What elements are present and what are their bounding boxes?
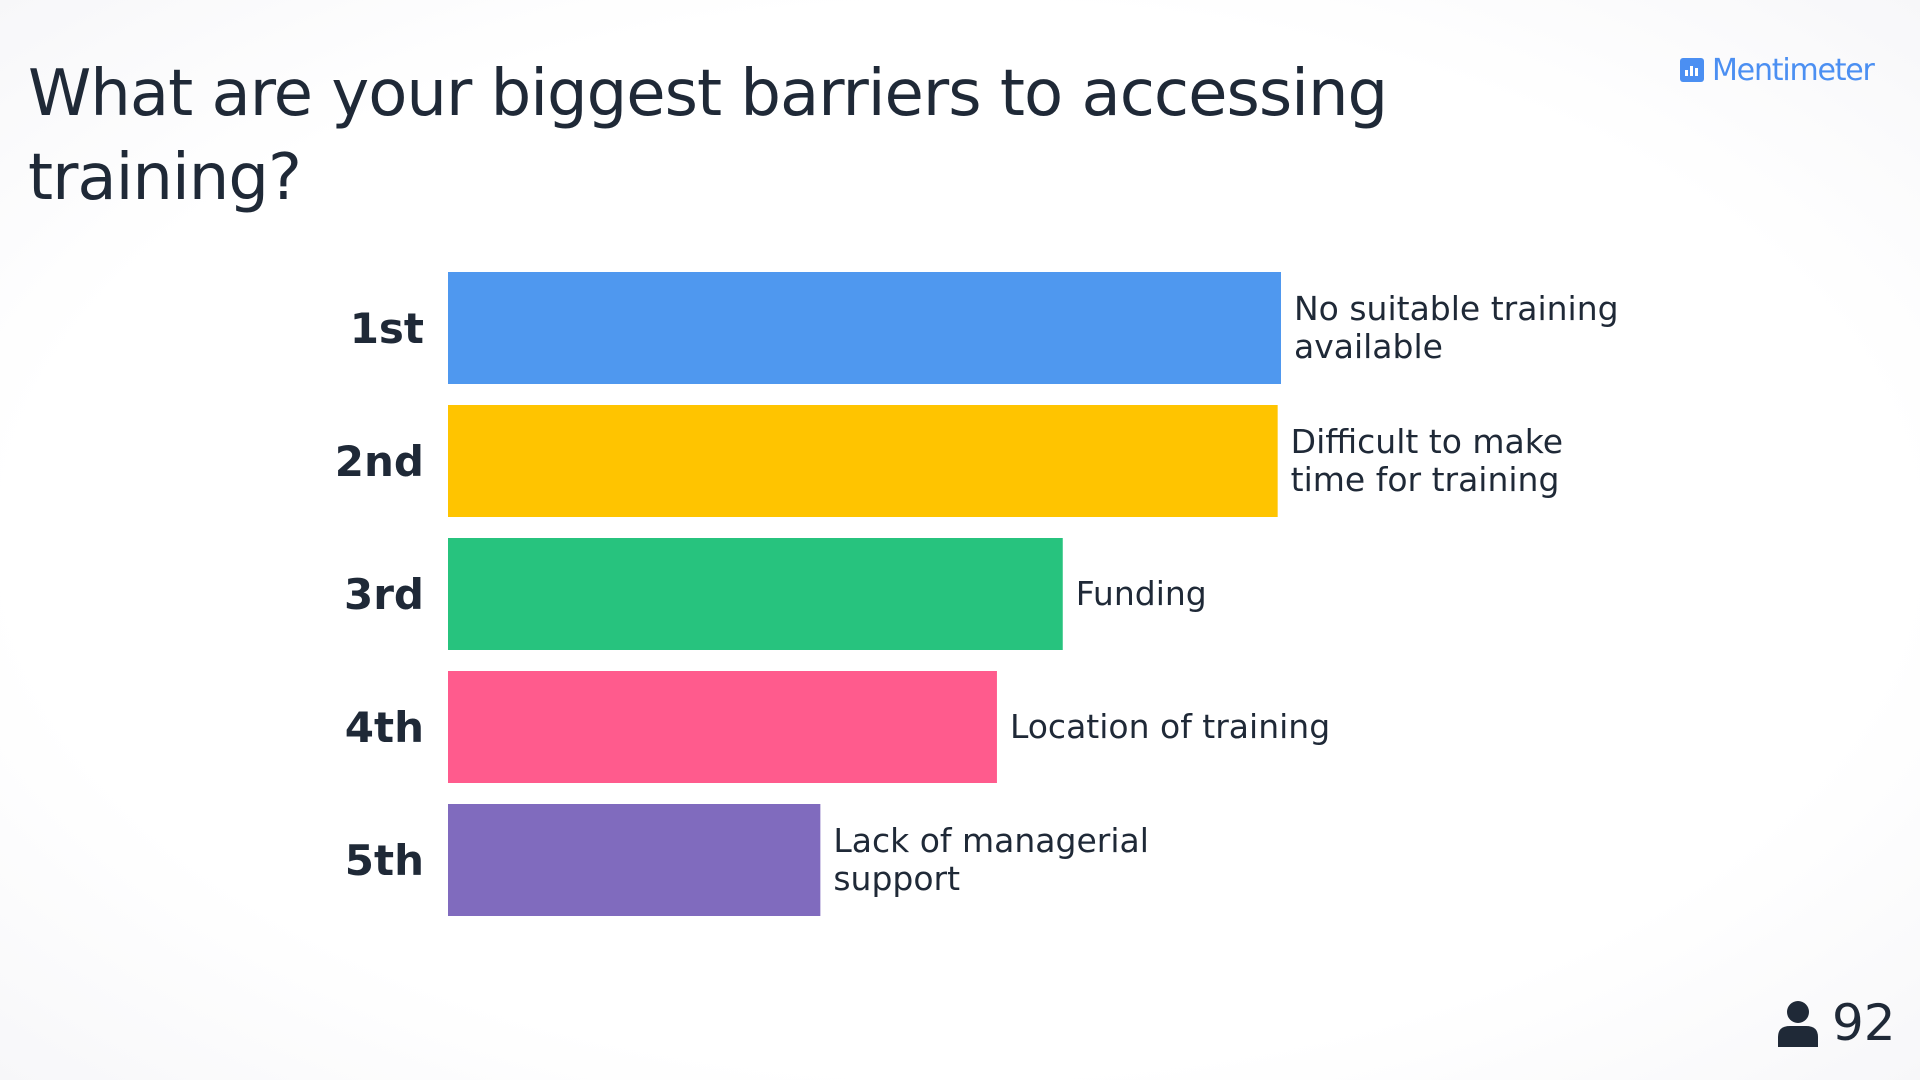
bar-label: Lack of managerial support bbox=[833, 821, 1149, 898]
person-icon bbox=[1778, 1001, 1818, 1047]
rank-label: 3rd bbox=[344, 570, 424, 619]
rank-label: 5th bbox=[345, 836, 424, 885]
bar-label: Funding bbox=[1076, 574, 1207, 613]
response-counter: 92 bbox=[1776, 990, 1896, 1056]
rank-label: 4th bbox=[345, 703, 424, 752]
bar-chart-icon bbox=[1680, 58, 1704, 82]
bar-label: No suitable training available bbox=[1294, 289, 1619, 366]
bar-label: Difficult to make time for training bbox=[1291, 422, 1563, 499]
bar bbox=[448, 804, 821, 916]
bar bbox=[448, 272, 1281, 384]
bar bbox=[448, 671, 997, 783]
bar-label: Location of training bbox=[1010, 707, 1330, 746]
brand-name: Mentimeter bbox=[1712, 52, 1875, 88]
page-title: What are your biggest barriers to access… bbox=[28, 57, 1388, 215]
rank-label: 1st bbox=[350, 304, 424, 353]
bar bbox=[448, 538, 1063, 650]
response-count: 92 bbox=[1832, 994, 1896, 1052]
rank-label: 2nd bbox=[335, 437, 424, 486]
brand-logo: Mentimeter bbox=[1680, 48, 1875, 92]
bar bbox=[448, 405, 1278, 517]
